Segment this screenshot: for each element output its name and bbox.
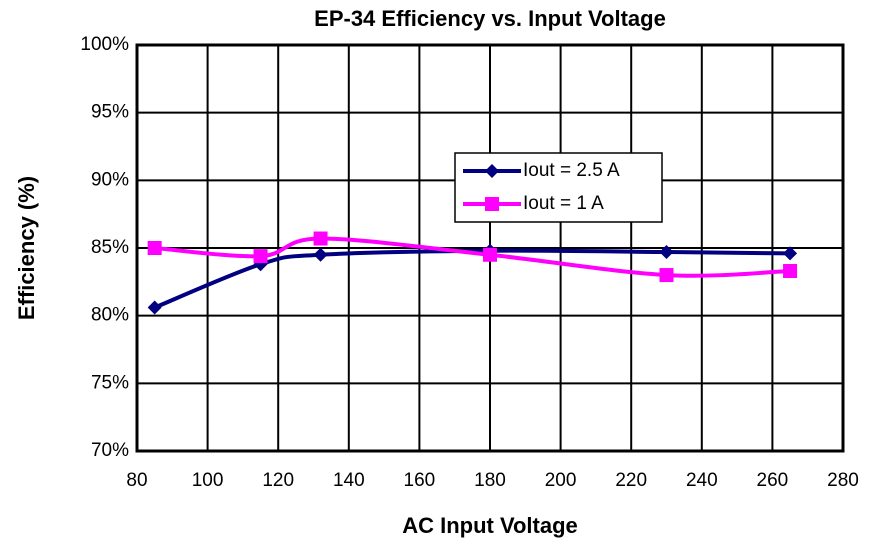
marker	[147, 300, 162, 315]
marker	[783, 264, 798, 279]
y-tick-label: 80%	[91, 305, 129, 326]
marker	[483, 247, 497, 262]
marker	[253, 249, 268, 264]
x-tick-label: 120	[262, 470, 294, 491]
marker	[485, 197, 499, 211]
x-tick-label: 260	[757, 470, 789, 491]
x-tick-label: 180	[474, 470, 506, 491]
legend-label: Iout = 2.5 A	[523, 160, 620, 181]
marker	[659, 268, 674, 283]
x-tick-label: 220	[615, 470, 647, 491]
y-tick-label: 95%	[91, 102, 129, 123]
marker	[485, 164, 499, 178]
x-tick-label: 280	[827, 470, 859, 491]
y-tick-label: 100%	[80, 34, 129, 55]
x-tick-label: 200	[545, 470, 577, 491]
x-tick-label: 240	[686, 470, 718, 491]
y-tick-label: 75%	[91, 372, 129, 393]
plot-border	[135, 43, 845, 453]
chart-title: EP-34 Efficiency vs. Input Voltage	[314, 6, 666, 31]
marker	[783, 246, 798, 261]
marker	[659, 245, 674, 260]
marker	[313, 231, 328, 246]
x-tick-label: 160	[404, 470, 436, 491]
marker	[313, 247, 328, 262]
x-axis-label: AC Input Voltage	[402, 513, 578, 538]
y-tick-label: 70%	[91, 440, 129, 461]
legend: Iout = 2.5 A Iout = 1 A	[454, 152, 663, 223]
x-tick-label: 140	[333, 470, 365, 491]
x-tick-label: 80	[126, 470, 147, 491]
y-tick-label: 90%	[91, 169, 129, 190]
y-tick-label: 85%	[91, 237, 129, 258]
legend-label: Iout = 1 A	[523, 193, 604, 214]
y-axis-label: Efficiency (%)	[14, 176, 39, 320]
marker	[147, 241, 162, 255]
x-tick-label: 100	[192, 470, 224, 491]
